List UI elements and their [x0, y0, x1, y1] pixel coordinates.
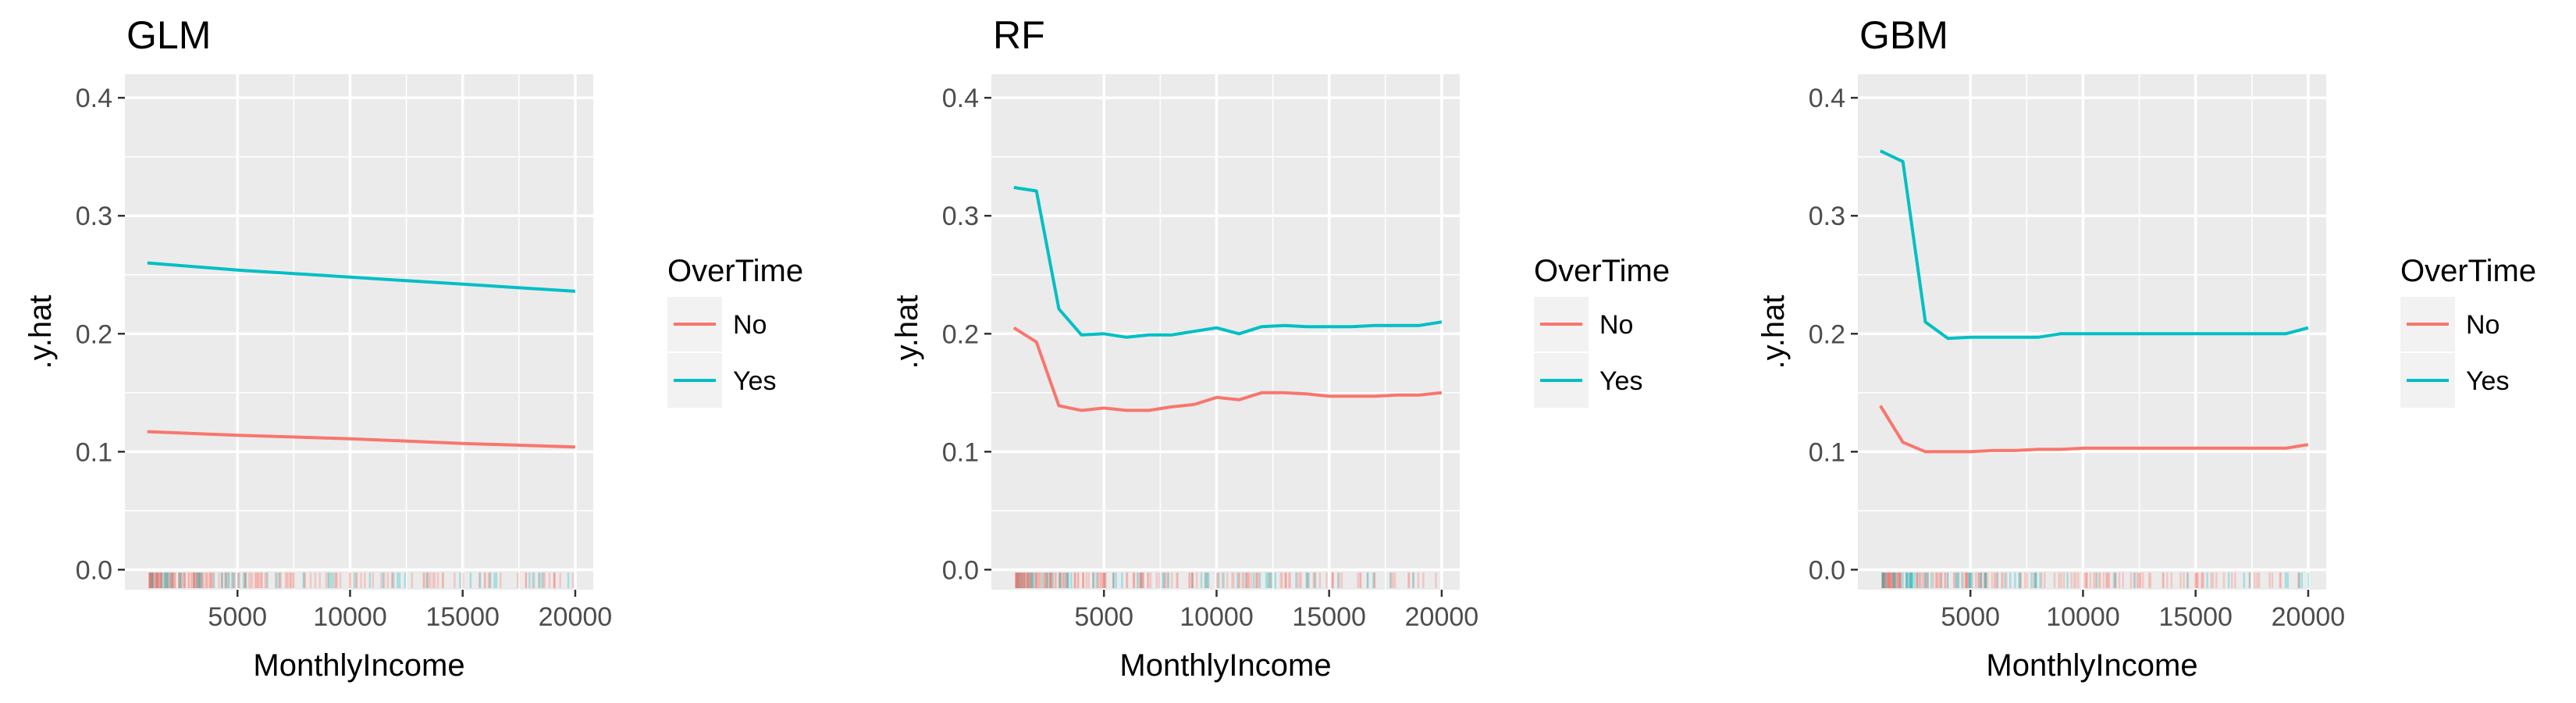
rf-y-tick-label: 0.2: [942, 319, 979, 349]
glm-legend-title: OverTime: [667, 254, 803, 288]
glm-x-tick-label: 10000: [313, 602, 387, 632]
glm-y-tick-label: 0.0: [76, 555, 112, 585]
glm-y-axis-title: .y.hat: [23, 295, 58, 369]
rf-x-axis-title: MonthlyIncome: [1119, 648, 1331, 683]
rf-legend-label-no: No: [1599, 310, 1633, 340]
gbm-legend-title: OverTime: [2400, 254, 2536, 288]
glm-legend: OverTime No Yes: [667, 254, 803, 408]
rf-x-tick-label: 5000: [1074, 602, 1133, 632]
gbm-legend-label-no: No: [2466, 310, 2500, 340]
gbm-x-tick-label: 5000: [1941, 602, 2000, 632]
rf-y-axis-title: .y.hat: [890, 295, 924, 369]
gbm-y-tick-label: 0.2: [1809, 319, 1845, 349]
rf-legend: OverTime No Yes: [1534, 254, 1670, 408]
glm-series-no-line: [147, 430, 575, 449]
gbm-legend: OverTime No Yes: [2400, 254, 2536, 408]
gbm-x-tick-label: 10000: [2046, 602, 2120, 632]
glm-y-tick-label: 0.3: [76, 202, 112, 231]
rf-series-yes-line: [1013, 186, 1443, 339]
glm-y-tick-label: 0.2: [76, 319, 112, 349]
gbm-y-tick-label: 0.1: [1809, 437, 1845, 467]
glm-plot-background: [125, 74, 593, 590]
rf-legend-label-yes: Yes: [1599, 366, 1642, 396]
gbm-y-tick-label: 0.3: [1809, 202, 1845, 231]
glm-series-yes-line: [147, 261, 576, 293]
gbm-plot-background: [1858, 74, 2326, 590]
rf-y-tick-label: 0.4: [942, 84, 979, 113]
glm-legend-label-no: No: [733, 310, 767, 340]
rf-x-tick-label: 10000: [1179, 602, 1254, 632]
rf-x-tick-label: 20000: [1405, 602, 1479, 632]
rf-minor-gridlines: [991, 74, 1460, 590]
gbm-series-yes-line: [1879, 149, 2309, 341]
glm-major-gridlines: [125, 74, 593, 590]
glm-x-tick-label: 15000: [425, 602, 500, 632]
rf-plot-background: [991, 74, 1460, 590]
rf-chart-title: RF: [993, 13, 1045, 57]
rf-rug-marks: [1015, 573, 1437, 588]
gbm-legend-label-yes: Yes: [2466, 366, 2509, 396]
gbm-y-tick-label: 0.4: [1809, 84, 1845, 113]
rf-y-tick-label: 0.0: [942, 555, 979, 585]
rf-y-tick-label: 0.3: [942, 202, 979, 231]
gbm-y-tick-label: 0.0: [1809, 555, 1845, 585]
rf-series-no-line: [1012, 327, 1443, 412]
rf-chart: 0.0 0.1 0.2 0.3 0.4 5000 10000 15000 20000 RF Mont…: [890, 13, 1670, 683]
gbm-chart-title: GBM: [1859, 13, 1948, 57]
gbm-x-axis-title: MonthlyIncome: [1986, 648, 2197, 683]
gbm-series-no-line: [1879, 405, 2309, 454]
glm-minor-gridlines: [125, 74, 593, 590]
glm-x-tick-label: 20000: [539, 602, 613, 632]
glm-x-tick-label: 5000: [208, 602, 267, 632]
glm-legend-label-yes: Yes: [733, 366, 776, 396]
rf-y-tick-label: 0.1: [942, 437, 979, 467]
glm-y-tick-label: 0.4: [76, 84, 112, 113]
gbm-x-tick-label: 20000: [2272, 602, 2346, 632]
gbm-chart: 0.0 0.1 0.2 0.3 0.4 5000 10000 15000 20000 GBM Mon…: [1756, 13, 2536, 683]
glm-chart: 0.0 0.1 0.2 0.3 0.4 5000 10000 15000 20000 GLM Mon…: [23, 13, 803, 683]
gbm-x-tick-label: 15000: [2158, 602, 2233, 632]
rf-legend-title: OverTime: [1534, 254, 1670, 288]
rf-major-gridlines: [991, 74, 1460, 590]
gbm-y-axis-title: .y.hat: [1756, 295, 1791, 369]
glm-rug-marks: [148, 573, 575, 588]
glm-y-tick-label: 0.1: [76, 437, 112, 467]
glm-x-axis-title: MonthlyIncome: [253, 648, 464, 683]
rf-x-tick-label: 15000: [1292, 602, 1366, 632]
glm-chart-title: GLM: [126, 13, 211, 57]
gbm-rug-marks: [1881, 573, 2310, 588]
gbm-minor-gridlines: [1858, 74, 2326, 590]
